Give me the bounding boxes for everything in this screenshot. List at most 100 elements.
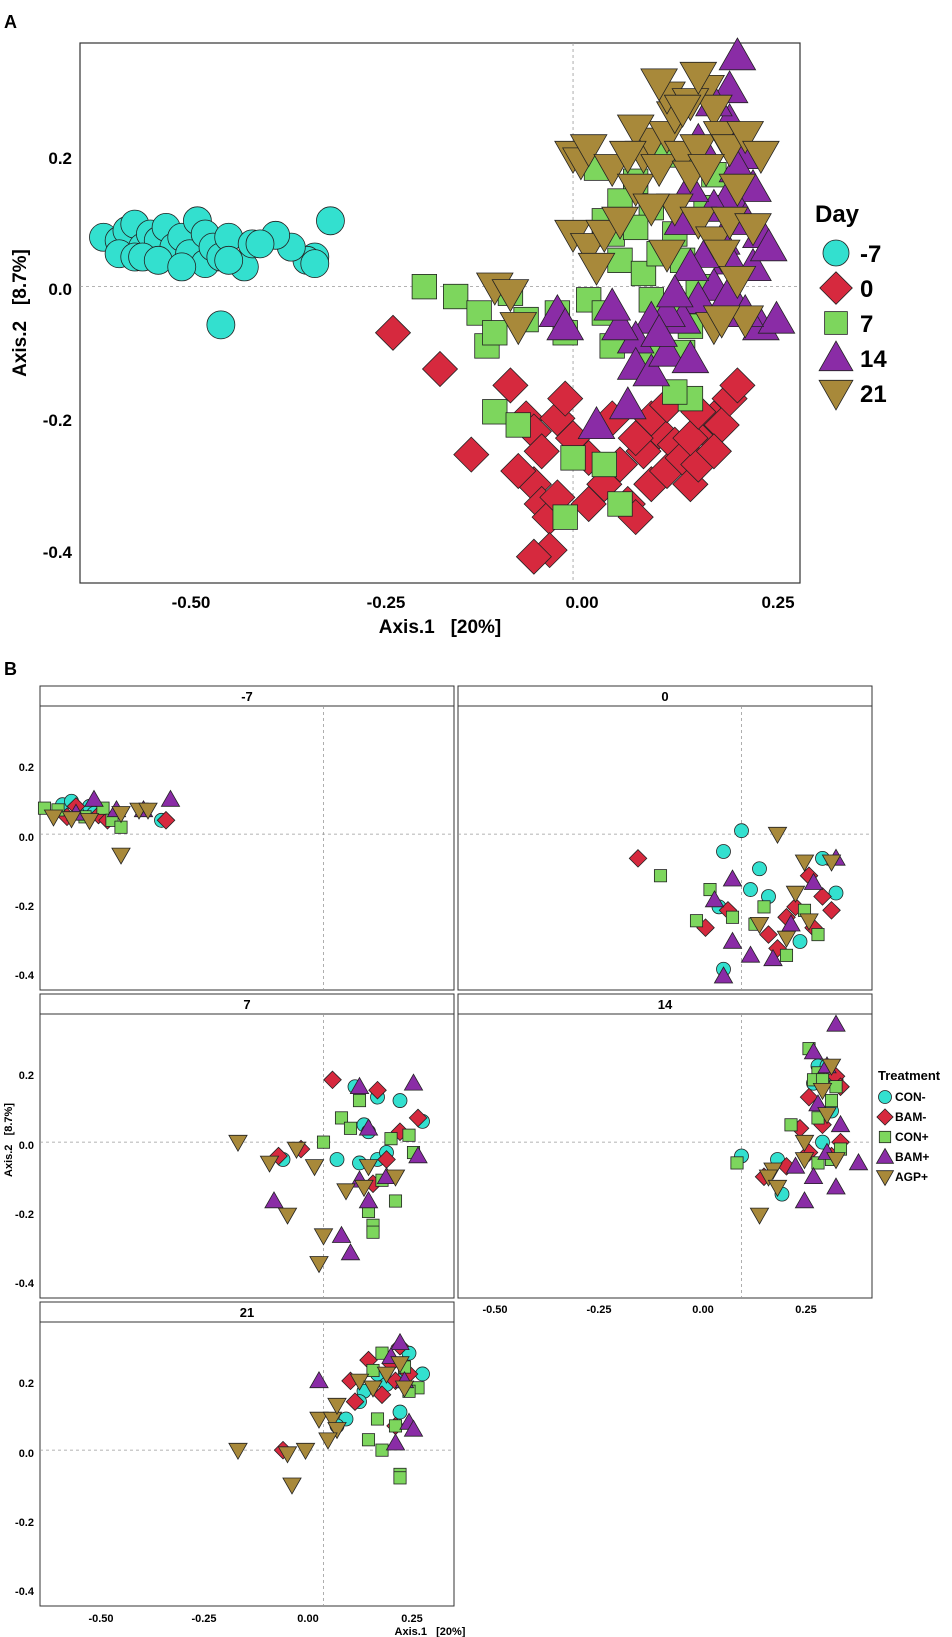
- data-point-agp-minusplus: [358, 1159, 379, 1177]
- facet-day-minus-7: -7: [37, 685, 455, 991]
- data-point-day-7: [482, 399, 508, 425]
- data-point-agp-minusplus: [322, 1411, 343, 1429]
- data-point-agp-minusplus: [799, 913, 819, 931]
- data-point-day-21: [616, 114, 655, 148]
- data-point-day-21: [577, 252, 616, 286]
- data-point-day-0: [695, 433, 732, 470]
- data-point-con-minus: [716, 844, 731, 859]
- data-point-con-minus: [752, 861, 767, 877]
- panel-b-x-axis-title: Axis.1 [20%]: [395, 1626, 466, 1637]
- x-tick-label: 0.00: [297, 1613, 318, 1625]
- facet-strip-label: -7: [241, 689, 253, 704]
- panel-a: A -0.50 -0.25 0.00 0.25 0.2 0.0 -0.2 -0.…: [4, 12, 887, 638]
- data-point-con-minus: [743, 882, 758, 897]
- x-tick-label: -0.25: [586, 1304, 611, 1316]
- panel-b-x-axis-left: -0.50 -0.25 0.00 0.25: [88, 1613, 422, 1625]
- panel-b-y-axis-row-1: 0.2 0.0 -0.2 -0.4: [15, 762, 35, 982]
- data-point-day-21: [726, 305, 765, 339]
- data-point-day-21: [679, 206, 718, 240]
- x-tick-label: -0.25: [191, 1613, 216, 1625]
- data-point-agp-minusplus: [295, 1442, 316, 1461]
- legend-title: Treatment: [878, 1068, 941, 1083]
- data-point-day-7: [591, 451, 617, 478]
- facet-plot-area: [457, 705, 873, 991]
- data-point-con-minusplus: [388, 1419, 403, 1433]
- data-point-day-21: [569, 134, 608, 168]
- data-point-con-minusplus: [384, 1132, 398, 1146]
- y-tick-label: 0.2: [19, 1070, 34, 1082]
- data-point-agp-minusplus: [354, 1179, 374, 1198]
- data-point-day-21: [734, 213, 772, 247]
- data-point-agp-minusplus: [785, 885, 806, 903]
- facet-strip-label: 21: [240, 1305, 254, 1320]
- data-point-agp-minusplus: [390, 1356, 410, 1374]
- data-point-bam-minus: [759, 925, 778, 944]
- data-point-day-21: [601, 206, 639, 240]
- data-point-agp-minusplus: [111, 847, 131, 865]
- data-point-day-7: [411, 274, 437, 300]
- legend-key-day-14: [818, 340, 854, 372]
- data-point-day-0: [547, 380, 584, 417]
- facet-strip-label: 7: [243, 997, 250, 1012]
- data-point-day-minus-7: [214, 245, 244, 275]
- legend-label: 21: [860, 381, 887, 408]
- data-point-day-21: [632, 193, 671, 227]
- legend-label: BAM-: [895, 1110, 926, 1124]
- data-point-con-minusplus: [402, 1128, 416, 1142]
- data-point-con-minusplus: [784, 1118, 798, 1132]
- data-point-con-minusplus: [366, 1363, 380, 1378]
- facet-zero-lines: [458, 706, 872, 990]
- legend-label: CON+: [895, 1130, 929, 1144]
- data-point-agp-minusplus: [376, 1366, 397, 1384]
- data-point-bam-minusplus: [331, 1225, 352, 1243]
- data-point-bam-minusplus: [403, 1419, 424, 1437]
- data-point-day-14: [593, 287, 632, 321]
- data-point-day-0: [672, 420, 709, 457]
- data-point-day-14: [648, 333, 686, 367]
- y-tick-label: 0.0: [48, 280, 72, 299]
- data-point-day-0: [617, 420, 654, 457]
- data-point-day-21: [702, 305, 741, 339]
- x-tick-label: 0.25: [795, 1304, 816, 1316]
- data-point-bam-minusplus: [794, 1191, 815, 1209]
- legend-key-bam-minus: [876, 1108, 894, 1126]
- legend-key-con-minusplus: [878, 1130, 892, 1144]
- data-point-day-14: [632, 353, 671, 387]
- data-point-agp-minusplus: [821, 854, 842, 872]
- data-point-day-14: [546, 307, 585, 341]
- data-point-bam-minusplus: [722, 869, 743, 887]
- data-point-bam-minusplus: [340, 1243, 361, 1261]
- data-point-day-7: [443, 283, 469, 310]
- data-point-agp-minusplus: [327, 1422, 347, 1440]
- data-point-day-7: [552, 504, 578, 530]
- data-point-agp-minusplus: [309, 1411, 329, 1429]
- data-point-agp-minusplus: [794, 854, 815, 872]
- data-point-day-14: [655, 274, 694, 308]
- data-point-day-14: [749, 228, 788, 262]
- data-point-day-21: [679, 61, 718, 95]
- data-point-day-0: [492, 367, 529, 404]
- data-point-con-minusplus: [343, 1121, 358, 1135]
- x-tick-label: 0.25: [401, 1613, 422, 1625]
- data-point-con-minusplus: [370, 1412, 385, 1426]
- data-point-con-minusplus: [811, 1156, 825, 1170]
- data-point-agp-minusplus: [385, 1169, 406, 1187]
- data-point-day-0: [453, 436, 490, 473]
- data-point-bam-minus: [408, 1108, 428, 1128]
- facet-day-0: 0: [457, 685, 873, 991]
- data-point-con-minus: [329, 1152, 345, 1167]
- legend-label: 0: [860, 276, 873, 303]
- data-point-bam-minus: [628, 849, 648, 868]
- facet-points: [37, 789, 181, 865]
- data-point-agp-minusplus: [228, 1442, 248, 1461]
- data-point-day-21: [608, 140, 647, 175]
- y-tick-label: -0.4: [15, 1586, 35, 1598]
- data-point-day-21: [695, 94, 733, 128]
- data-point-con-minusplus: [811, 928, 825, 942]
- y-tick-label: 0.2: [48, 149, 72, 168]
- data-point-con-minusplus: [757, 900, 771, 914]
- data-point-bam-minusplus: [848, 1152, 869, 1171]
- data-point-con-minus: [734, 823, 749, 839]
- panel-a-y-axis-title: Axis.2 [8.7%]: [10, 249, 31, 377]
- data-point-day-7: [607, 247, 633, 273]
